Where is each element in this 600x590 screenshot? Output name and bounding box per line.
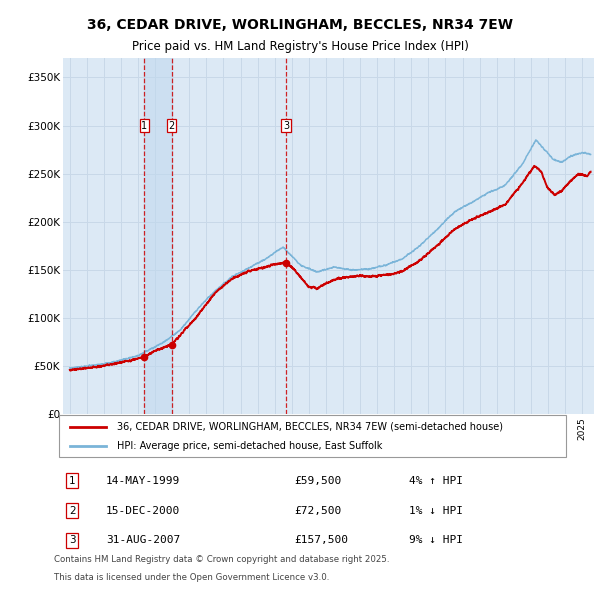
Text: 2: 2 [169, 120, 175, 130]
Text: Price paid vs. HM Land Registry's House Price Index (HPI): Price paid vs. HM Land Registry's House … [131, 40, 469, 53]
Text: £59,500: £59,500 [294, 476, 341, 486]
Text: 4% ↑ HPI: 4% ↑ HPI [409, 476, 463, 486]
Text: 15-DEC-2000: 15-DEC-2000 [106, 506, 181, 516]
FancyBboxPatch shape [59, 415, 566, 457]
Text: 1% ↓ HPI: 1% ↓ HPI [409, 506, 463, 516]
Text: 1: 1 [142, 120, 148, 130]
Text: 9% ↓ HPI: 9% ↓ HPI [409, 536, 463, 546]
Text: £72,500: £72,500 [294, 506, 341, 516]
Text: 36, CEDAR DRIVE, WORLINGHAM, BECCLES, NR34 7EW (semi-detached house): 36, CEDAR DRIVE, WORLINGHAM, BECCLES, NR… [116, 422, 503, 432]
Text: Contains HM Land Registry data © Crown copyright and database right 2025.: Contains HM Land Registry data © Crown c… [54, 555, 389, 563]
Text: 36, CEDAR DRIVE, WORLINGHAM, BECCLES, NR34 7EW: 36, CEDAR DRIVE, WORLINGHAM, BECCLES, NR… [87, 18, 513, 32]
Text: 14-MAY-1999: 14-MAY-1999 [106, 476, 181, 486]
Text: HPI: Average price, semi-detached house, East Suffolk: HPI: Average price, semi-detached house,… [116, 441, 382, 451]
Text: 3: 3 [283, 120, 289, 130]
Text: 1: 1 [69, 476, 76, 486]
Text: 31-AUG-2007: 31-AUG-2007 [106, 536, 181, 546]
Text: £157,500: £157,500 [294, 536, 348, 546]
Text: 3: 3 [69, 536, 76, 546]
Text: This data is licensed under the Open Government Licence v3.0.: This data is licensed under the Open Gov… [54, 573, 329, 582]
Bar [145, 58, 172, 414]
Text: 2: 2 [69, 506, 76, 516]
